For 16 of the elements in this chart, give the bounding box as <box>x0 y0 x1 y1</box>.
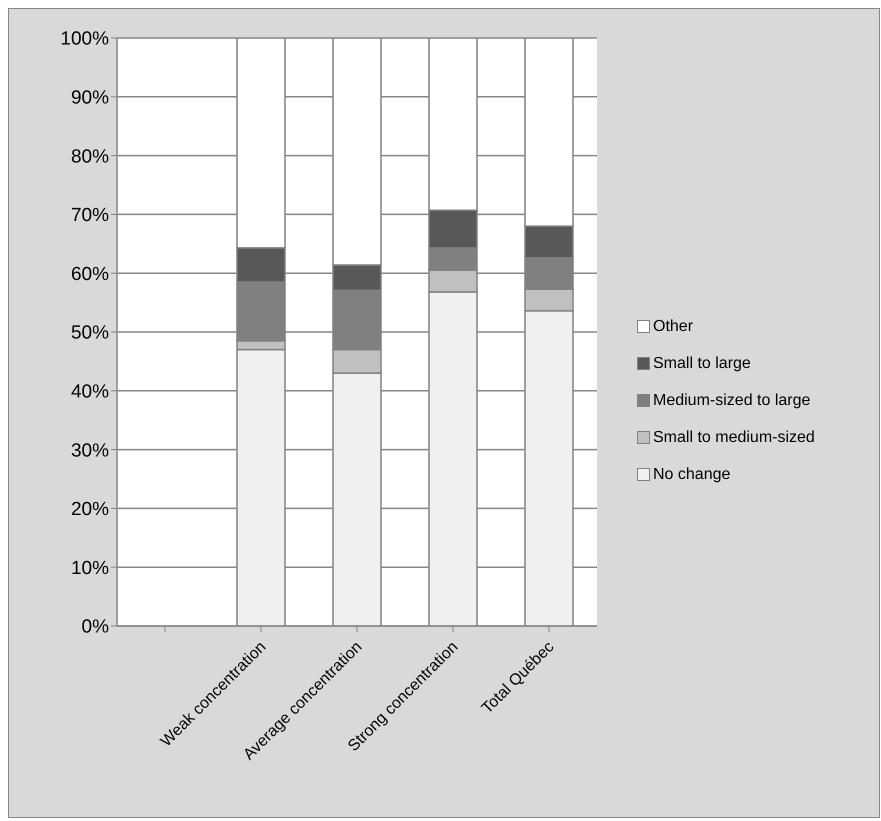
y-tick-label: 40% <box>70 382 110 403</box>
y-tick-label: 60% <box>70 264 110 285</box>
y-tick-label: 0% <box>82 616 110 638</box>
y-tick-label: 70% <box>70 205 110 226</box>
y-tick-label: 100% <box>60 28 110 50</box>
y-tick-label: 30% <box>70 440 110 462</box>
y-tick-label: 90% <box>70 88 110 109</box>
y-tick-label: 10% <box>70 558 110 579</box>
y-tick-label: 50% <box>70 322 110 344</box>
legend-label: No change <box>653 466 730 484</box>
legend-label: Other <box>653 318 694 336</box>
legend-label: Small to medium-sized <box>653 428 815 446</box>
y-tick-label: 80% <box>70 146 110 168</box>
y-tick-label: 20% <box>70 499 110 520</box>
legend-label: Small to large <box>653 354 751 372</box>
legend-label: Medium-sized to large <box>653 392 810 410</box>
